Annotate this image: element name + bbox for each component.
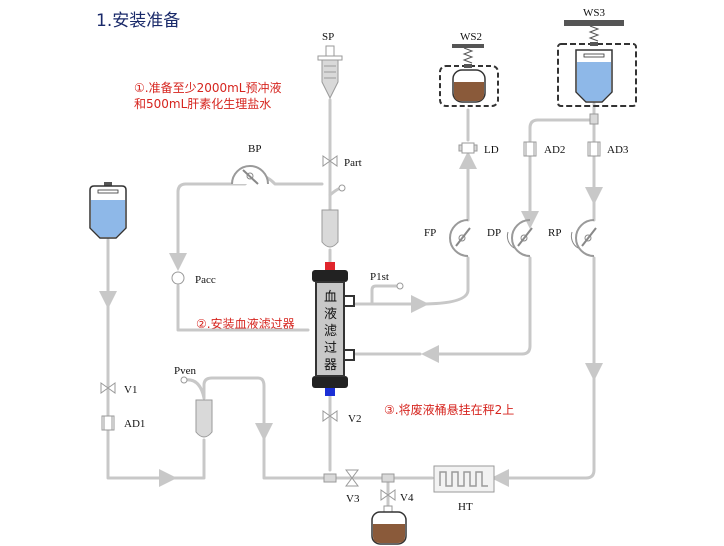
air-detector-icon	[101, 415, 115, 431]
air-detector-icon	[587, 141, 601, 157]
scale-spring-icon	[452, 44, 484, 64]
filter-char-5: 器	[324, 358, 337, 373]
saline-bag-icon	[89, 182, 127, 239]
v4-label: V4	[400, 492, 414, 504]
bp-label: BP	[248, 143, 261, 155]
filter-char-3: 滤	[324, 324, 337, 339]
v3-label: V3	[346, 493, 360, 505]
pump-icon[interactable]	[506, 219, 533, 257]
part-label: Part	[344, 157, 362, 169]
pinch-valve-icon[interactable]	[380, 473, 396, 501]
filter-char-4: 过	[324, 341, 337, 356]
sp-label: SP	[322, 31, 334, 43]
rp-label: RP	[548, 227, 561, 239]
waste-bag-icon	[452, 64, 486, 103]
air-detector-icon	[523, 141, 537, 157]
drip-chamber-icon	[321, 209, 339, 248]
pinch-valve-icon[interactable]	[100, 382, 116, 394]
pinch-valve-icon[interactable]	[323, 469, 359, 487]
waste-bag-icon	[371, 505, 407, 545]
pinch-valve-icon[interactable]	[322, 155, 338, 167]
note-hang-waste: ③.将废液桶悬挂在秤2上	[384, 402, 514, 417]
ws2-label: WS2	[460, 31, 482, 43]
ad3-label: AD3	[607, 144, 629, 156]
filter-char-2: 液	[324, 307, 337, 322]
fp-label: FP	[424, 227, 436, 239]
tee-connector	[589, 113, 599, 125]
pacc-sensor	[171, 271, 185, 285]
p1st-port	[396, 282, 404, 290]
dp-label: DP	[487, 227, 501, 239]
filter-char-1: 血	[324, 290, 337, 305]
ad2-label: AD2	[544, 144, 565, 156]
pven-label: Pven	[174, 365, 197, 377]
pinch-valve-icon[interactable]	[322, 410, 338, 422]
p1st-label: P1st	[370, 271, 389, 283]
v2-label: V2	[348, 413, 361, 425]
ws2-scale-frame	[439, 65, 499, 107]
note-heparin-saline: 和500mL肝素化生理盐水	[134, 97, 271, 111]
heater-icon[interactable]	[433, 465, 495, 493]
pump-icon[interactable]	[449, 219, 471, 257]
page-title: 1.安装准备	[96, 11, 180, 31]
scale-spring-icon	[564, 20, 624, 42]
part-port	[338, 184, 346, 192]
ld-label: LD	[484, 144, 499, 156]
ws3-label: WS3	[583, 7, 606, 19]
note-install-filter: ②.安装血液滤过器	[196, 316, 295, 331]
pump-icon[interactable]	[570, 219, 597, 257]
ad1-label: AD1	[124, 418, 145, 430]
ht-label: HT	[458, 501, 473, 513]
saline-bag-icon	[575, 42, 613, 103]
v1-label: V1	[124, 384, 137, 396]
pven-port	[180, 376, 188, 384]
pump-icon[interactable]	[231, 165, 269, 185]
syringe-icon[interactable]	[317, 45, 343, 100]
air-detector-icon	[458, 142, 478, 154]
hemofilter[interactable]: 血 液 滤 过 器	[312, 262, 355, 396]
pacc-label: Pacc	[195, 274, 216, 286]
drip-chamber-icon	[195, 399, 213, 438]
note-prime-fluid: ①.准备至少2000mL预冲液	[134, 80, 282, 95]
